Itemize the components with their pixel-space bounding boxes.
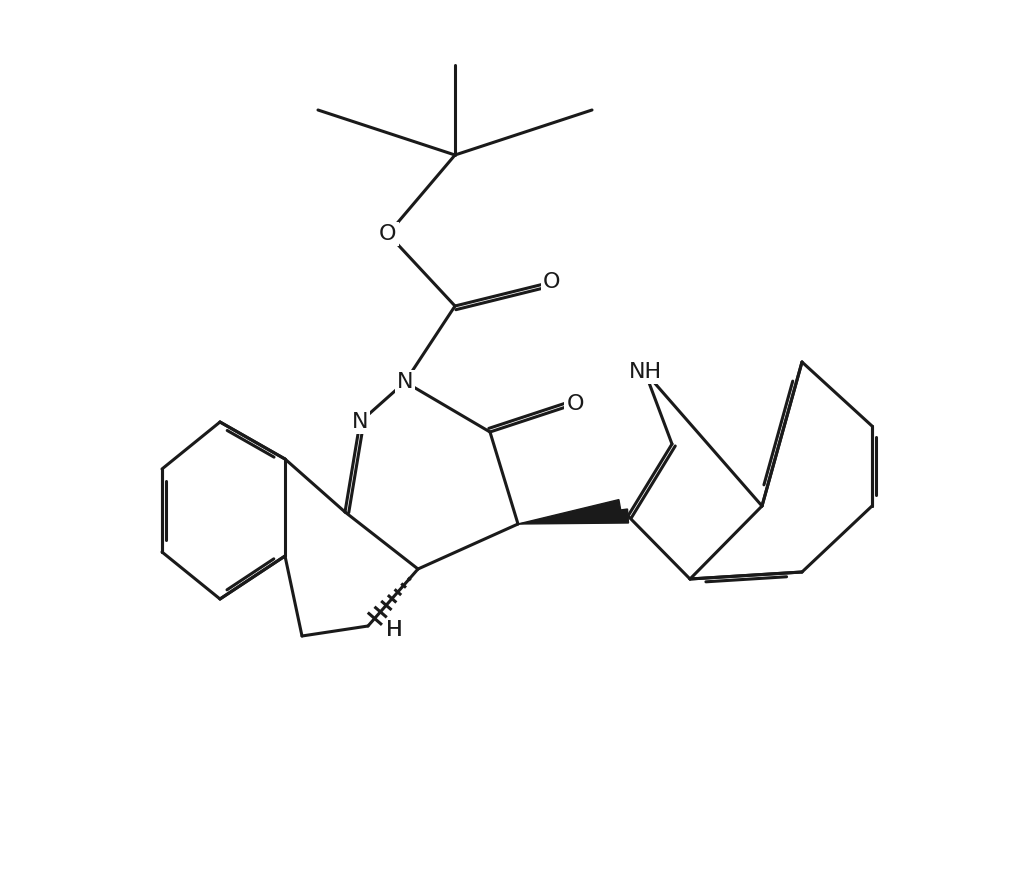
Text: NH: NH <box>628 362 661 382</box>
Text: NH: NH <box>628 362 661 382</box>
Text: N: N <box>397 372 413 392</box>
Text: O: O <box>566 394 584 414</box>
Text: O: O <box>379 224 397 244</box>
Polygon shape <box>518 509 628 524</box>
Text: N: N <box>352 412 369 432</box>
Text: O: O <box>543 272 560 292</box>
Text: H: H <box>385 620 403 640</box>
Text: N: N <box>397 372 413 392</box>
Text: O: O <box>543 272 560 292</box>
Text: N: N <box>352 412 369 432</box>
Text: H: H <box>385 620 403 640</box>
Polygon shape <box>518 500 621 524</box>
Text: O: O <box>566 394 584 414</box>
Text: O: O <box>379 224 397 244</box>
